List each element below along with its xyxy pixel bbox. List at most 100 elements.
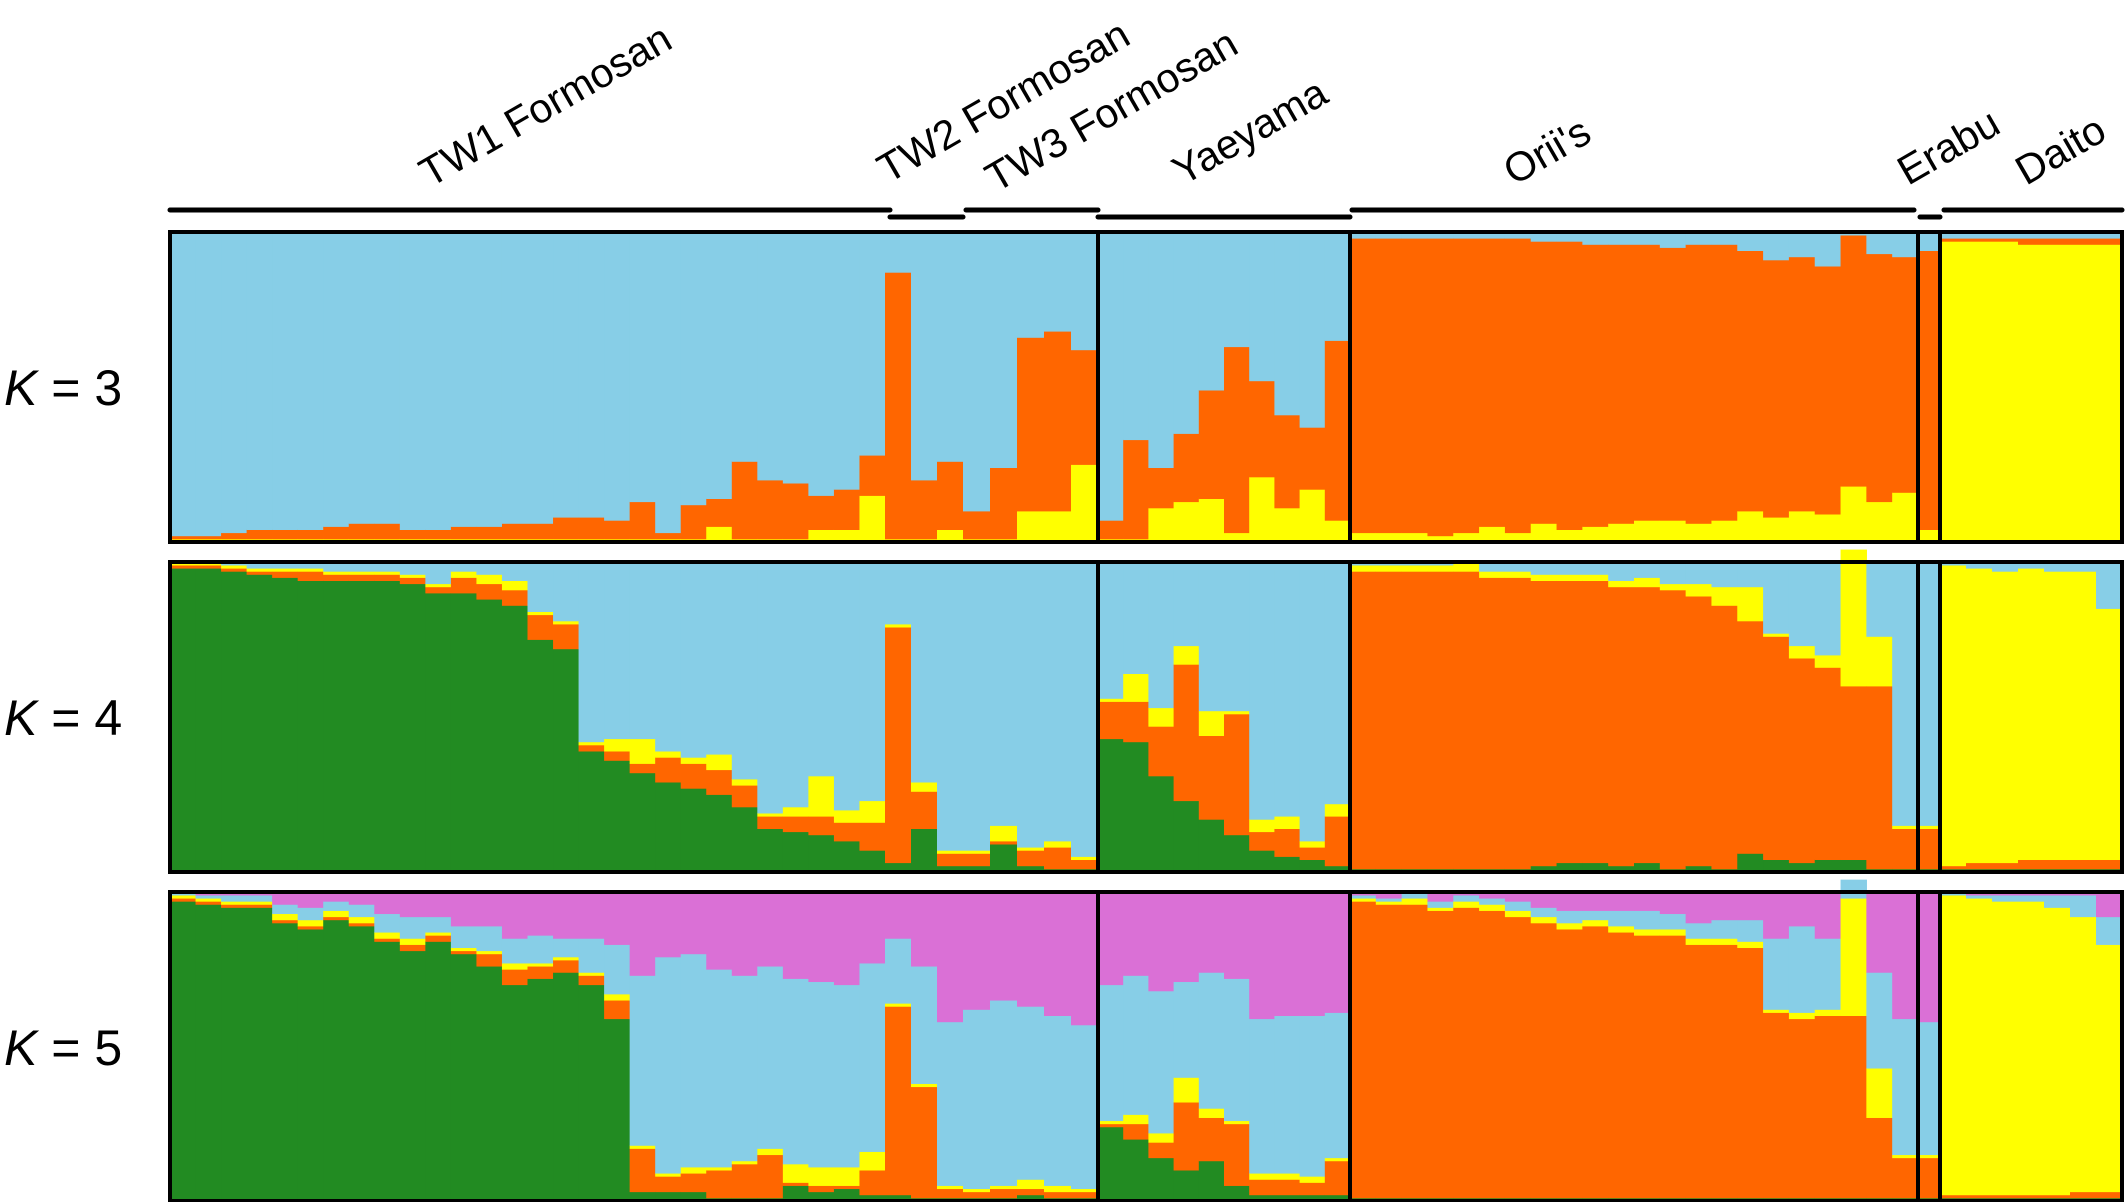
bar-segment-green <box>1098 738 1124 873</box>
bar-segment-light_blue <box>246 895 273 902</box>
bar-segment-yellow <box>1737 511 1764 543</box>
bar-segment-light_blue <box>1198 232 1225 391</box>
bar-segment-orange <box>680 504 707 540</box>
bar-segment-magenta <box>655 892 682 958</box>
bar-segment-orange <box>450 526 478 540</box>
bar-segment-magenta <box>527 892 554 936</box>
bar-segment-light_blue <box>1608 562 1635 581</box>
bar-segment-orange <box>1401 904 1429 1199</box>
bar-segment-yellow <box>1788 511 1816 543</box>
bar-segment-yellow <box>1530 523 1558 543</box>
bar-segment-yellow <box>1350 532 1377 543</box>
bar-segment-light_blue <box>501 562 529 581</box>
bar-segment-light_blue <box>1582 910 1609 921</box>
bar-segment-light_blue <box>1299 562 1326 842</box>
bar-segment-orange <box>937 1188 964 1199</box>
bar-segment-magenta <box>1788 892 1816 927</box>
bar-segment-magenta <box>272 892 299 905</box>
population-label-tw1-formosan: TW1 Formosan <box>412 15 680 196</box>
bar-segment-light_blue <box>680 562 707 758</box>
bar-segment-green <box>1788 862 1816 873</box>
bar-segment-green <box>578 751 605 873</box>
bar-segment-orange <box>195 535 222 540</box>
bar-segment-orange <box>1224 713 1250 836</box>
bar-segment-orange <box>1299 847 1326 860</box>
bar-segment-green <box>937 865 964 873</box>
bar-segment-orange <box>1685 244 1713 524</box>
bar-segment-light_blue <box>1274 1015 1301 1174</box>
bar-segment-orange <box>374 574 401 581</box>
bar-segment-orange <box>450 577 478 594</box>
bar-segment-light_blue <box>629 975 656 1146</box>
bar-segment-green <box>553 972 580 1202</box>
bar-segment-orange <box>1940 865 1967 870</box>
bar-segment-orange <box>604 520 631 540</box>
bar-segment-green <box>1123 1139 1149 1202</box>
bar-segment-green <box>221 571 248 873</box>
bar-segment-orange <box>655 757 682 783</box>
bar-segment-yellow <box>937 850 964 854</box>
bar-segment-orange <box>553 624 580 650</box>
bar-segment-yellow <box>348 916 375 924</box>
bar-segment-green <box>629 772 656 873</box>
bar-segment-magenta <box>885 892 912 939</box>
bar-segment-green <box>1530 865 1558 873</box>
bar-segment-green <box>655 1191 682 1202</box>
bar-segment-light_blue <box>1299 1015 1326 1177</box>
bar-segment-light_blue <box>2044 562 2071 572</box>
bar-segment-orange <box>1071 1191 1099 1199</box>
bar-segment-orange <box>990 467 1018 540</box>
bar-segment-yellow <box>859 800 886 823</box>
bar-segment-yellow <box>1504 910 1532 918</box>
bar-segment-yellow <box>553 956 580 961</box>
bar-segment-light_blue <box>1017 1006 1045 1180</box>
bar-segment-orange <box>501 969 529 986</box>
bar-segment-light_blue <box>297 562 324 569</box>
bar-segment-orange <box>1814 667 1842 860</box>
bar-segment-light_blue <box>1711 562 1738 588</box>
bar-segment-green <box>1173 800 1200 873</box>
population-label-daito: Daito <box>2008 106 2114 194</box>
bar-segment-light_blue <box>221 232 248 534</box>
bar-segment-light_blue <box>859 963 886 1152</box>
bar-segment-light_blue <box>1940 232 1967 239</box>
bar-segment-orange <box>2018 859 2045 870</box>
bar-segment-orange <box>399 577 426 585</box>
bar-segment-light_blue <box>1530 562 1558 575</box>
bar-segment-magenta <box>1504 892 1532 902</box>
bar-segment-light_blue <box>1788 925 1816 1013</box>
bar-segment-light_blue <box>1608 232 1635 245</box>
bar-segment-yellow <box>1299 489 1326 543</box>
bar-segment-green <box>604 760 631 873</box>
bar-segment-magenta <box>990 892 1018 1001</box>
bar-segment-yellow <box>990 1185 1018 1190</box>
bar-segment-green <box>527 978 554 1202</box>
bar-segment-yellow <box>1918 529 1941 543</box>
bar-segment-light_blue <box>757 232 784 481</box>
bar-segment-light_blue <box>1324 562 1351 805</box>
bar-segment-green <box>195 568 222 873</box>
bar-segment-orange <box>1634 935 1661 1199</box>
bar-segment-yellow <box>1711 520 1738 543</box>
bar-segment-orange <box>1556 929 1583 1199</box>
bar-segment-light_blue <box>1763 232 1790 261</box>
bar-segment-light_blue <box>990 562 1018 826</box>
bar-segment-yellow <box>348 571 375 575</box>
bar-segment-orange <box>1401 238 1429 534</box>
bar-segment-orange <box>757 480 784 540</box>
bar-segment-magenta <box>1427 892 1454 902</box>
bar-segment-green <box>1556 862 1583 873</box>
bar-segment-light_blue <box>348 904 375 918</box>
bar-segment-green <box>553 648 580 873</box>
bar-segment-green <box>1737 853 1764 873</box>
bar-segment-light_blue <box>501 232 529 524</box>
bar-segment-green <box>859 1194 886 1202</box>
bar-segment-light_blue <box>1098 984 1124 1122</box>
bar-segment-light_blue <box>297 232 324 530</box>
bar-segment-yellow <box>1249 1173 1275 1180</box>
bar-segment-yellow <box>1966 898 1993 1196</box>
bar-segment-orange <box>1324 340 1351 521</box>
bar-segment-light_blue <box>629 232 656 503</box>
bar-segment-light_blue <box>1737 232 1764 251</box>
bar-segment-light_blue <box>1892 232 1919 258</box>
